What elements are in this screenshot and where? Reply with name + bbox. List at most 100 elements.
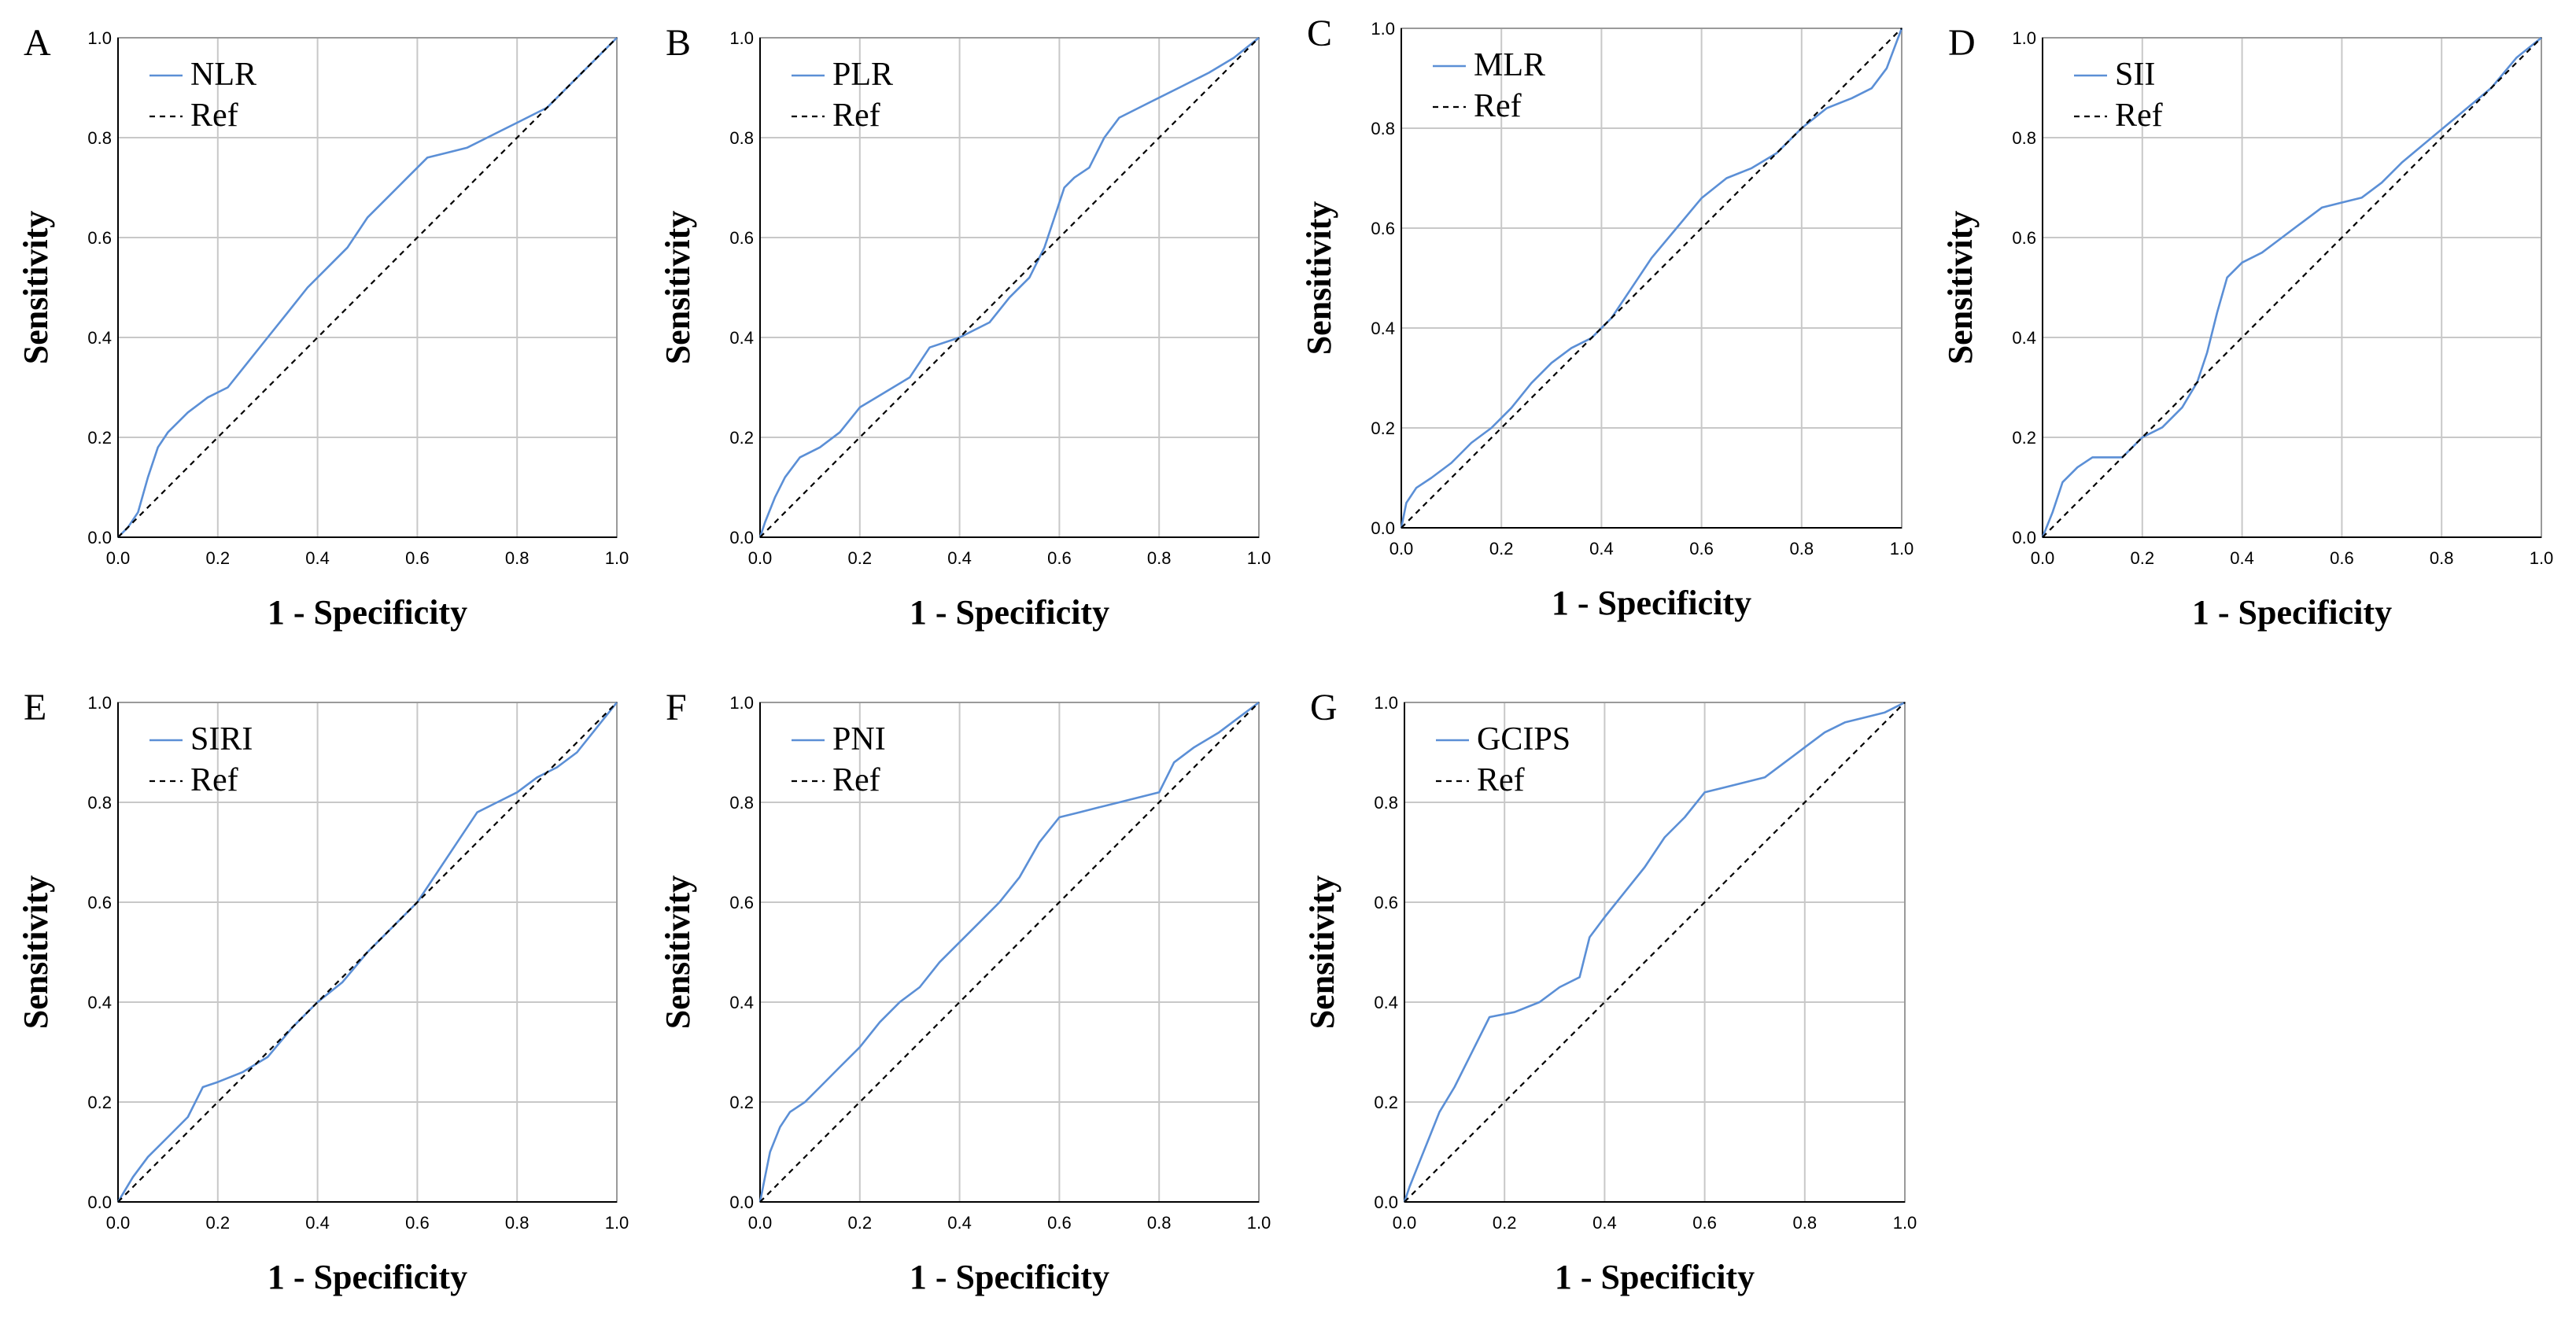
series-line-ref <box>1404 702 1906 1203</box>
x-tick-label: 1.0 <box>1893 1213 1917 1233</box>
y-tick-label: 0.0 <box>87 528 112 547</box>
legend-label-pni: PNI <box>832 721 886 757</box>
x-tick-label: 0.2 <box>1489 539 1514 558</box>
chart-panel-e: E 0.00.0 0.2 0.2 0.4 0.4 0.6 0.6 0.8 0.8 1.0 1.0 1 -… <box>17 687 629 1296</box>
x-tick-label: 0.2 <box>206 548 231 568</box>
y-axis-title: Sensitivity <box>1303 875 1342 1030</box>
panel-letter-a: A <box>24 22 51 64</box>
legend-label-siri: SIRI <box>190 721 253 757</box>
chart-panel-d: D 0.00.0 0.2 0.2 0.4 0.4 0.6 0.6 0.8 0.8 1.0 1.0 1 -… <box>1941 22 2553 632</box>
y-tick-label: 0.8 <box>1371 119 1395 138</box>
y-tick-label: 0.4 <box>87 328 112 348</box>
legend-label-plr: PLR <box>832 57 893 93</box>
y-axis-title: Sensitivity <box>17 875 55 1030</box>
x-tick-label: 0.6 <box>405 1213 430 1233</box>
x-axis-title: 1 - Specificity <box>910 1258 1109 1296</box>
x-tick-label: 0.2 <box>848 548 873 568</box>
y-tick-label: 1.0 <box>729 28 754 48</box>
legend-label-ref: Ref <box>832 762 880 798</box>
y-tick-label: 0.6 <box>729 228 754 248</box>
x-tick-label: 0.6 <box>405 548 430 568</box>
x-tick-label: 0.0 <box>106 1213 131 1233</box>
x-tick-label: 0.4 <box>947 1213 972 1233</box>
y-tick-label: 0.2 <box>2012 428 2036 448</box>
series-line-mlr <box>1400 28 1903 529</box>
y-tick-label: 0.2 <box>87 428 112 448</box>
legend-label-ref: Ref <box>2115 98 2163 134</box>
y-axis-title: Sensitivity <box>1300 201 1338 356</box>
y-tick-label: 0.2 <box>1374 1093 1398 1112</box>
y-tick-label: 1.0 <box>1371 19 1395 39</box>
legend-label-ref: Ref <box>1474 88 1522 124</box>
legend-label-ref: Ref <box>190 762 238 798</box>
x-tick-label: 0.2 <box>2131 548 2155 568</box>
y-tick-label: 1.0 <box>2012 28 2036 48</box>
x-tick-label: 0.6 <box>1689 539 1714 558</box>
x-tick-label: 0.8 <box>1793 1213 1818 1233</box>
x-tick-label: 0.4 <box>1592 1213 1617 1233</box>
series-line-ref <box>117 702 618 1203</box>
series-line-gcips <box>1403 701 1906 1203</box>
y-tick-label: 0.6 <box>87 893 112 912</box>
y-tick-label: 1.0 <box>87 693 112 713</box>
x-axis-title: 1 - Specificity <box>2192 593 2392 632</box>
x-tick-label: 0.8 <box>1790 539 1814 558</box>
y-tick-label: 1.0 <box>729 693 754 713</box>
y-tick-label: 0.0 <box>87 1192 112 1212</box>
x-tick-label: 0.8 <box>505 1213 530 1233</box>
x-tick-label: 0.0 <box>1389 539 1414 558</box>
y-axis-title: Sensitivity <box>1941 211 1980 365</box>
y-tick-label: 0.0 <box>1371 518 1395 538</box>
y-tick-label: 0.2 <box>87 1093 112 1112</box>
chart-panel-a: A 0.00.0 0.2 0.2 0.4 0.4 0.6 0.6 0.8 0.8 1.0 1.0 1 -… <box>17 22 629 632</box>
x-tick-label: 1.0 <box>605 1213 629 1233</box>
y-tick-label: 0.2 <box>729 1093 754 1112</box>
x-tick-label: 0.6 <box>2330 548 2354 568</box>
y-tick-label: 0.2 <box>729 428 754 448</box>
x-axis-title: 1 - Specificity <box>268 1258 467 1296</box>
x-axis-title: 1 - Specificity <box>910 593 1109 632</box>
y-tick-label: 0.4 <box>1371 319 1395 338</box>
legend-label-mlr: MLR <box>1474 47 1545 83</box>
y-tick-label: 0.6 <box>87 228 112 248</box>
x-tick-label: 0.2 <box>1493 1213 1517 1233</box>
series-line-pni <box>758 701 1260 1203</box>
y-tick-label: 0.0 <box>1374 1192 1398 1212</box>
series-line-ref <box>759 702 1260 1203</box>
x-tick-label: 0.0 <box>748 548 773 568</box>
x-tick-label: 0.0 <box>1393 1213 1417 1233</box>
y-tick-label: 0.6 <box>1374 893 1398 912</box>
legend-label-nlr: NLR <box>190 57 256 93</box>
panel-letter-d: D <box>1948 22 1976 64</box>
x-tick-label: 0.4 <box>1589 539 1614 558</box>
x-tick-label: 0.4 <box>305 548 330 568</box>
chart-panel-c: C 0.00.0 0.2 0.2 0.4 0.4 0.6 0.6 0.8 0.8 1.0 1.0 1 -… <box>1300 13 1914 622</box>
chart-panel-g: G 0.00.0 0.2 0.2 0.4 0.4 0.6 0.6 0.8 0.8 1.0 1.0 1 -… <box>1303 687 1917 1296</box>
panel-letter-b: B <box>666 22 691 64</box>
series-line-ref <box>117 37 618 538</box>
panel-letter-c: C <box>1307 13 1332 54</box>
x-tick-label: 0.0 <box>748 1213 773 1233</box>
chart-panel-f: F 0.00.0 0.2 0.2 0.4 0.4 0.6 0.6 0.8 0.8 1.0 1.0 1 -… <box>659 687 1271 1296</box>
series-line-plr <box>758 36 1260 538</box>
panel-letter-g: G <box>1310 687 1338 728</box>
y-tick-label: 0.4 <box>87 993 112 1012</box>
y-tick-label: 1.0 <box>1374 693 1398 713</box>
x-tick-label: 1.0 <box>605 548 629 568</box>
x-axis-title: 1 - Specificity <box>1552 584 1751 622</box>
x-tick-label: 1.0 <box>1890 539 1914 558</box>
y-tick-label: 0.4 <box>729 328 754 348</box>
panel-letter-f: F <box>666 687 687 728</box>
y-axis-title: Sensitivity <box>17 211 55 365</box>
y-tick-label: 0.4 <box>2012 328 2036 348</box>
x-tick-label: 0.0 <box>106 548 131 568</box>
x-tick-label: 0.0 <box>2031 548 2055 568</box>
series-line-ref <box>759 37 1260 538</box>
series-line-nlr <box>117 37 618 538</box>
y-tick-label: 0.8 <box>1374 793 1398 813</box>
series-line-ref <box>1401 28 1902 529</box>
x-tick-label: 0.6 <box>1047 1213 1072 1233</box>
x-tick-label: 0.6 <box>1047 548 1072 568</box>
y-tick-label: 0.0 <box>729 528 754 547</box>
